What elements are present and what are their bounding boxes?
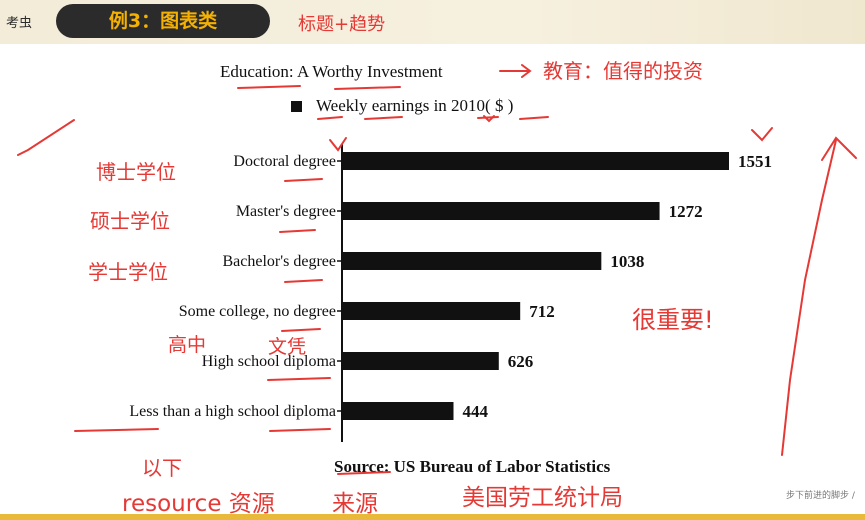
check-mark-left bbox=[17, 119, 75, 156]
bar bbox=[343, 252, 602, 270]
note-bureau: 美国劳工统计局 bbox=[462, 485, 623, 511]
check-mark-axis bbox=[329, 137, 347, 152]
bar bbox=[343, 302, 521, 320]
note-doctoral: 博士学位 bbox=[96, 160, 176, 184]
handwritten-marks bbox=[17, 64, 857, 475]
bar bbox=[343, 152, 729, 170]
chart-subtitle: Weekly earnings in 2010( $ ) bbox=[290, 96, 513, 116]
underline-doctoral bbox=[284, 178, 323, 182]
note-important: 很重要! bbox=[632, 306, 714, 334]
chart-subtitle-text: Weekly earnings in 2010( $ ) bbox=[316, 96, 514, 115]
data-label: 626 bbox=[508, 352, 534, 371]
bar bbox=[343, 402, 454, 420]
trend-arrow-line bbox=[781, 139, 837, 456]
top-banner: 考虫 例3：图表类 标题+趋势 bbox=[0, 0, 865, 44]
underline-some-college bbox=[281, 328, 321, 332]
data-label: 444 bbox=[462, 402, 488, 421]
category-label: High school diploma bbox=[202, 353, 336, 370]
bar bbox=[343, 202, 660, 220]
note-less-than: 以下 bbox=[142, 456, 182, 480]
data-label: 1272 bbox=[669, 202, 703, 221]
note-resource: resource 资源 bbox=[122, 491, 275, 517]
arrow-mark bbox=[499, 64, 532, 78]
note-master: 硕士学位 bbox=[90, 209, 170, 233]
underline-high-school bbox=[267, 377, 331, 381]
note-bachelor: 学士学位 bbox=[88, 260, 168, 284]
subtitle-underline bbox=[317, 116, 549, 120]
bar bbox=[343, 352, 499, 370]
watermark-text: 步下前进的脚步 / bbox=[786, 491, 855, 501]
bottom-bar bbox=[0, 514, 865, 520]
category-label: Master's degree bbox=[236, 203, 336, 220]
category-label: Doctoral degree bbox=[233, 153, 336, 170]
subtitle-tick bbox=[483, 115, 495, 123]
section-pill: 例3：图表类 bbox=[56, 4, 270, 38]
underline-master bbox=[279, 229, 316, 233]
data-label: 1038 bbox=[610, 252, 644, 271]
data-label: 712 bbox=[529, 302, 555, 321]
note-high-school: 高中 bbox=[168, 334, 207, 356]
trend-arrow-head bbox=[821, 136, 857, 161]
brand-logo: 考虫 bbox=[6, 16, 33, 31]
section-pill-label: 例3：图表类 bbox=[108, 10, 218, 32]
underline-source bbox=[337, 471, 391, 475]
underline-less-than bbox=[74, 428, 331, 432]
title-translation: 教育：值得的投资 bbox=[543, 59, 703, 83]
data-label: 1551 bbox=[738, 152, 772, 171]
category-label: Less than a high school diploma bbox=[129, 403, 336, 420]
title-underline bbox=[237, 85, 401, 90]
square-bullet-icon bbox=[291, 101, 302, 112]
check-mark-right bbox=[751, 127, 773, 142]
chart-source: Source: US Bureau of Labor Statistics bbox=[334, 457, 611, 476]
category-label: Bachelor's degree bbox=[223, 253, 337, 270]
note-diploma: 文凭 bbox=[268, 336, 307, 358]
note-source: 来源 bbox=[332, 491, 378, 517]
chart-title: Education: A Worthy Investment bbox=[220, 62, 443, 81]
underline-bachelor bbox=[284, 279, 323, 283]
category-label: Some college, no degree bbox=[179, 303, 336, 320]
header-note: 标题+趋势 bbox=[298, 14, 386, 35]
